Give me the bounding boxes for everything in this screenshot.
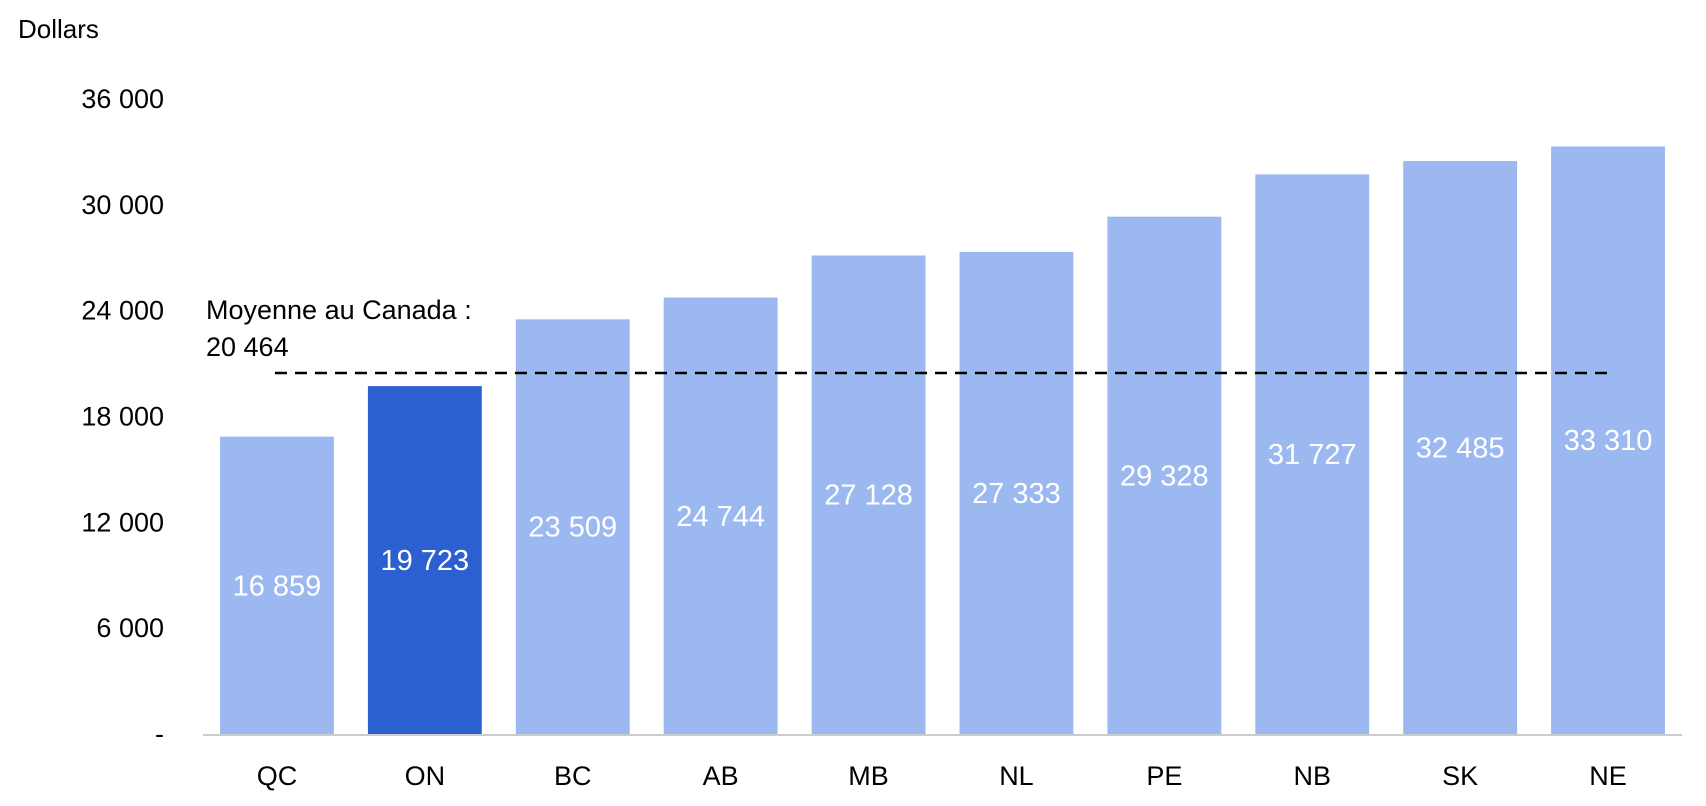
- x-tick-label-nl: NL: [999, 761, 1034, 791]
- x-tick-label-ab: AB: [703, 761, 739, 791]
- y-axis-ticks: - 6 000 12 000 18 000 24 000 30 000 36 000: [81, 84, 164, 749]
- value-label-pe: 29 328: [1120, 460, 1209, 492]
- y-axis-title: Dollars: [18, 14, 99, 44]
- y-tick-label: -: [155, 719, 164, 749]
- value-label-on: 19 723: [380, 545, 469, 577]
- value-label-ab: 24 744: [676, 501, 765, 533]
- average-reference-value: 20 464: [206, 332, 289, 362]
- bar-ne: [1551, 146, 1665, 734]
- y-tick-label: 6 000: [96, 613, 164, 643]
- bars: [220, 146, 1665, 735]
- x-tick-label-nb: NB: [1293, 761, 1331, 791]
- bar-nl: [959, 251, 1074, 734]
- bar-on: [367, 386, 482, 734]
- x-tick-label-on: ON: [405, 761, 446, 791]
- value-label-mb: 27 128: [824, 480, 913, 512]
- y-tick-label: 18 000: [81, 402, 164, 432]
- value-labels: 16 859 19 723 23 509 24 744 27 128 27 333 29 3…: [233, 425, 1653, 602]
- x-tick-label-mb: MB: [848, 761, 889, 791]
- bar-nb: [1255, 174, 1370, 734]
- y-tick-label: 36 000: [81, 84, 164, 114]
- average-reference: Moyenne au Canada : 20 464: [206, 295, 1610, 375]
- x-tick-label-ne: NE: [1589, 761, 1627, 791]
- x-axis-ticks: QC ON BC AB MB NL PE NB SK NE: [257, 761, 1627, 791]
- bar-mb: [811, 255, 926, 734]
- bar-sk: [1403, 161, 1518, 734]
- y-tick-label: 30 000: [81, 190, 164, 220]
- y-tick-label: 12 000: [81, 507, 164, 537]
- bar-qc: [220, 436, 334, 734]
- x-tick-label-bc: BC: [554, 761, 592, 791]
- value-label-nb: 31 727: [1268, 439, 1357, 471]
- value-label-ne: 33 310: [1564, 425, 1653, 457]
- value-label-bc: 23 509: [528, 512, 617, 544]
- bar-bc: [515, 319, 630, 734]
- value-label-qc: 16 859: [233, 570, 322, 602]
- bar-pe: [1107, 216, 1222, 735]
- x-tick-label-qc: QC: [257, 761, 298, 791]
- value-label-sk: 32 485: [1416, 433, 1505, 465]
- y-tick-label: 24 000: [81, 296, 164, 326]
- bar-ab: [663, 297, 778, 734]
- x-tick-label-pe: PE: [1146, 761, 1182, 791]
- average-reference-label: Moyenne au Canada :: [206, 295, 472, 325]
- x-tick-label-sk: SK: [1442, 761, 1478, 791]
- value-label-nl: 27 333: [972, 478, 1061, 510]
